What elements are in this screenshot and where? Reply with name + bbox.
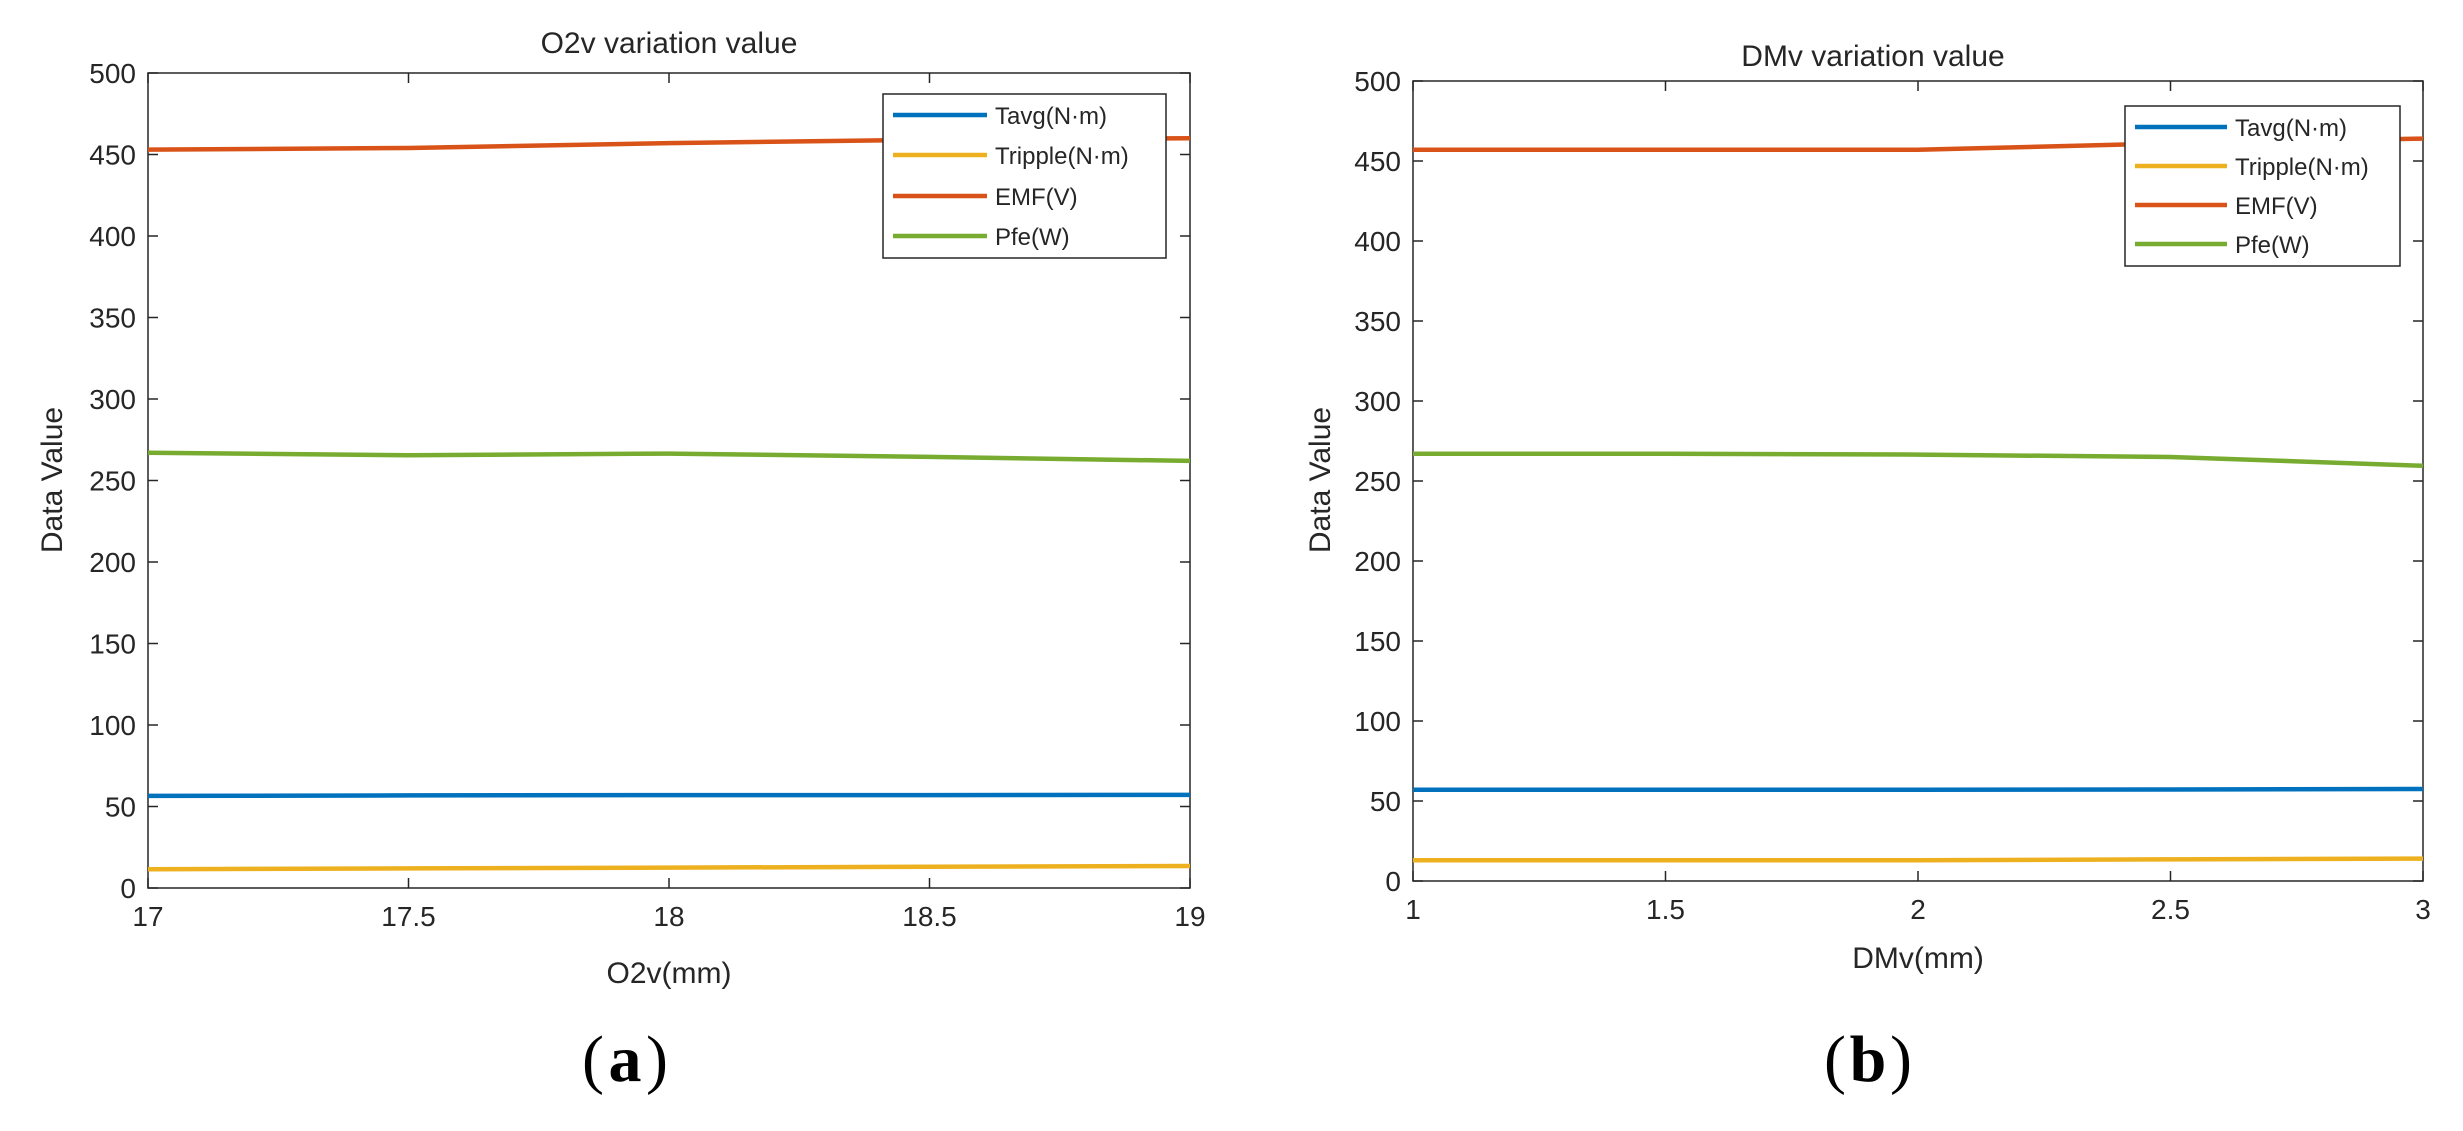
panel-label-a: ( a ) <box>582 1023 668 1096</box>
panel-label-b-open: ( <box>1824 1023 1846 1096</box>
y-tick-label: 50 <box>105 792 136 823</box>
x-tick-label: 3 <box>2415 894 2431 925</box>
y-tick-label: 0 <box>120 873 136 904</box>
y-tick-label: 500 <box>1354 66 1401 97</box>
y-tick-label: 150 <box>1354 626 1401 657</box>
y-tick-label: 450 <box>1354 146 1401 177</box>
y-tick-label: 350 <box>89 303 136 334</box>
legend-box <box>2124 105 2401 267</box>
x-tick-label: 18.5 <box>902 901 957 932</box>
legend-label-emf: EMF(V) <box>2235 193 2318 220</box>
y-tick-label: 100 <box>89 710 136 741</box>
series-line-tripple <box>1413 856 2424 863</box>
panel-label-b-close: ) <box>1890 1023 1912 1096</box>
series-line-pfe <box>147 450 1191 464</box>
tick-marks <box>1412 80 2424 882</box>
y-axis-label: Data Value <box>36 407 69 553</box>
x-tick-label: 18 <box>653 901 684 932</box>
series-line-pfe <box>1413 451 2424 469</box>
legend-label-emf: EMF(V) <box>995 184 1078 211</box>
y-tick-label: 0 <box>1385 866 1401 897</box>
legend: Tavg(N·m) Tripple(N·m) EMF(V) Pfe(W) <box>882 93 1167 259</box>
y-tick-label: 200 <box>1354 546 1401 577</box>
tick-marks <box>147 72 1191 889</box>
x-tick-label: 17 <box>132 901 163 932</box>
chart-o2v: O2v variation value 17 17.5 18 18.5 19 0 50 10… <box>36 27 1206 990</box>
y-tick-label: 400 <box>1354 226 1401 257</box>
y-tick-label: 400 <box>89 221 136 252</box>
y-tick-label: 450 <box>89 140 136 171</box>
legend-label-pfe: Pfe(W) <box>995 224 1070 251</box>
panel-label-a-close: ) <box>646 1023 668 1096</box>
y-axis-label: Data Value <box>1304 407 1337 553</box>
legend-label-tripple: Tripple(N·m) <box>995 143 1129 170</box>
series-line-tripple <box>147 863 1191 872</box>
chart-title: DMv variation value <box>1741 40 2004 73</box>
y-tick-label: 300 <box>1354 386 1401 417</box>
x-tick-label: 1 <box>1405 894 1421 925</box>
x-tick-label: 19 <box>1174 901 1205 932</box>
legend-label-pfe: Pfe(W) <box>2235 232 2310 259</box>
y-tick-label: 350 <box>1354 306 1401 337</box>
y-tick-label: 100 <box>1354 706 1401 737</box>
y-tick-label: 300 <box>89 384 136 415</box>
x-tick-label: 2.5 <box>2151 894 2190 925</box>
chart-dmv: DMv variation value 1 1.5 2 2.5 3 0 50 100 150 2… <box>1304 40 2431 975</box>
y-tick-label: 250 <box>1354 466 1401 497</box>
legend-label-tavg: Tavg(N·m) <box>995 103 1107 130</box>
series-line-tavg <box>147 792 1191 799</box>
x-axis-label: DMv(mm) <box>1852 942 1984 975</box>
panel-label-b-letter: b <box>1850 1023 1887 1096</box>
legend-label-tripple: Tripple(N·m) <box>2235 154 2369 181</box>
legend-label-tavg: Tavg(N·m) <box>2235 115 2347 142</box>
series-lines <box>1413 136 2424 863</box>
y-tick-label: 50 <box>1370 786 1401 817</box>
x-tick-label: 1.5 <box>1646 894 1685 925</box>
y-tick-label: 150 <box>89 629 136 660</box>
panel-label-a-open: ( <box>582 1023 604 1096</box>
y-tick-labels: 0 50 100 150 200 250 300 350 400 450 500 <box>1354 66 1401 897</box>
x-axis-label: O2v(mm) <box>607 957 732 990</box>
y-tick-label: 250 <box>89 466 136 497</box>
series-line-tavg <box>1413 786 2424 793</box>
legend-box <box>882 93 1167 259</box>
chart-title: O2v variation value <box>541 27 798 60</box>
y-tick-label: 500 <box>89 58 136 89</box>
x-tick-label: 17.5 <box>381 901 436 932</box>
y-tick-label: 200 <box>89 547 136 578</box>
y-tick-labels: 0 50 100 150 200 250 300 350 400 450 500 <box>89 58 136 904</box>
x-tick-labels: 1 1.5 2 2.5 3 <box>1405 894 2431 925</box>
x-tick-labels: 17 17.5 18 18.5 19 <box>132 901 1205 932</box>
x-tick-label: 2 <box>1910 894 1926 925</box>
legend: Tavg(N·m) Tripple(N·m) EMF(V) Pfe(W) <box>2124 105 2401 267</box>
panel-label-b: ( b ) <box>1824 1023 1912 1096</box>
panel-label-a-letter: a <box>609 1023 642 1096</box>
